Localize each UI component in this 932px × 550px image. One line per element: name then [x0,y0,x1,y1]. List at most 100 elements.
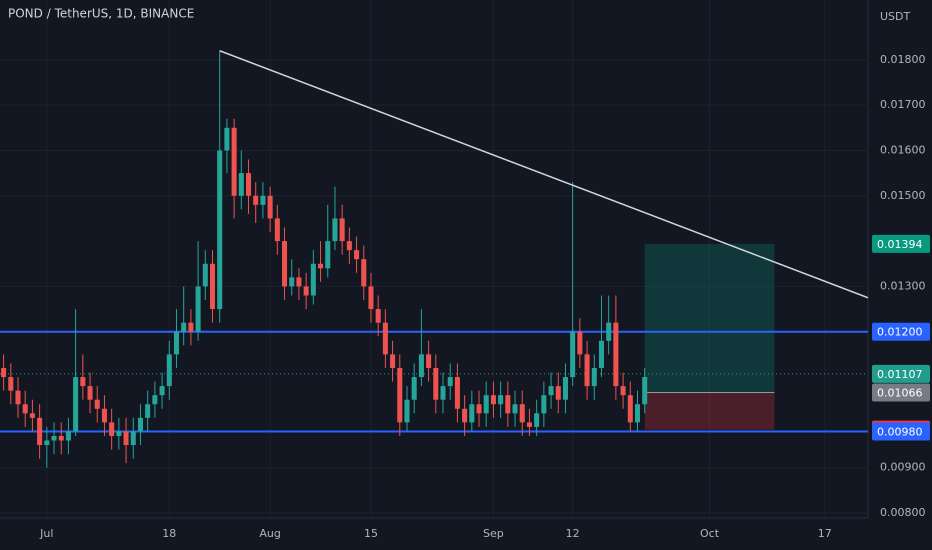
candle-body [354,250,360,260]
price-label: 0.01394 [877,238,923,251]
candle-body [476,404,482,414]
candle-body [505,395,511,414]
candle-body [188,322,194,332]
price-label: 0.01066 [877,386,923,399]
price-label-box [872,234,930,253]
candle-body [37,417,43,446]
candle-body [627,395,633,423]
price-label-box [872,383,930,402]
x-tick-label: Oct [700,527,720,540]
candle-body [318,263,324,269]
candle-body [145,404,151,418]
candle-body [634,404,641,423]
y-axis-label: USDT [880,10,911,23]
candle-body [130,431,136,446]
candle-body [339,218,345,242]
candle-body [8,377,14,391]
candle-body [94,399,100,409]
candle-body [123,431,129,446]
x-tick-label: 15 [364,527,378,540]
candle-body [260,195,266,205]
candle-body [274,218,280,242]
candle-body [51,435,57,441]
candle-body [519,404,525,423]
candle-body [606,322,612,341]
candle-body [202,263,208,287]
candle-body [159,386,165,396]
candle-body [209,263,216,310]
candle-body [58,435,64,441]
x-tick-label: 12 [566,527,580,540]
candle-body [534,413,540,427]
candle-body [598,340,604,368]
candle-body [289,277,295,287]
candle-body [462,408,468,423]
candle-body [555,386,561,400]
y-tick-label: 0.00900 [880,461,926,474]
candle-body [404,399,410,423]
y-tick-label: 0.00800 [880,506,926,519]
candle-body [584,354,590,387]
candle-body [454,377,460,409]
x-tick-label: Sep [483,527,504,540]
candle-body [29,413,35,418]
candle-body [1,367,7,378]
candle-body [15,390,21,405]
candle-body [577,331,583,355]
candle-body [490,395,496,405]
price-label: 0.01107 [877,368,923,381]
y-tick-label: 0.01600 [880,143,926,156]
y-tick-label: 0.01300 [880,279,926,292]
candle-body [116,431,122,436]
trendline [219,50,869,299]
candle-body [562,377,568,400]
candle-body [390,354,396,368]
candle-body [73,377,79,432]
candle-body [80,377,86,387]
candle-body [325,241,331,269]
candle-body [642,377,648,405]
candle-body [65,431,71,441]
candle-body [303,286,309,296]
y-tick-label: 0.01800 [880,53,926,66]
price-label: 0.01200 [877,326,923,339]
candle-body [137,417,143,432]
candle-body [440,386,446,400]
candle-body [591,367,597,387]
price-label-box [872,364,930,383]
candle-body [375,309,381,323]
candle-body [620,386,626,396]
x-tick-label: 17 [818,527,832,540]
candle-body [101,408,107,423]
candle-body [238,173,244,196]
x-tick-label: Jul [39,527,53,540]
candle-body [433,367,439,400]
axis: 0.00800 0.00900 0.01300 0.01500 0.01600 0.017… [39,53,930,540]
candle-body [512,404,518,414]
candle-body [245,173,252,196]
candle-body [87,386,93,400]
candle-body [426,354,432,368]
candle-body [548,386,554,396]
candle-body [361,259,367,287]
candle-body [332,218,338,242]
candle-body [166,354,172,387]
x-tick-label: Aug [259,527,280,540]
candle-body [195,286,201,332]
candle-body [253,195,259,205]
candle-body [613,322,619,387]
candle-body [498,395,504,405]
candle-body [152,395,158,405]
y-tick-label: 0.01500 [880,189,926,202]
candle-body [526,422,532,427]
candle-body [447,377,453,387]
candle-body [181,322,187,332]
candle-body [570,331,576,378]
candle-body [397,367,403,423]
candle-body [296,277,302,287]
candle-body [231,127,237,196]
x-tick-label: 18 [162,527,176,540]
candle-body [267,195,273,219]
